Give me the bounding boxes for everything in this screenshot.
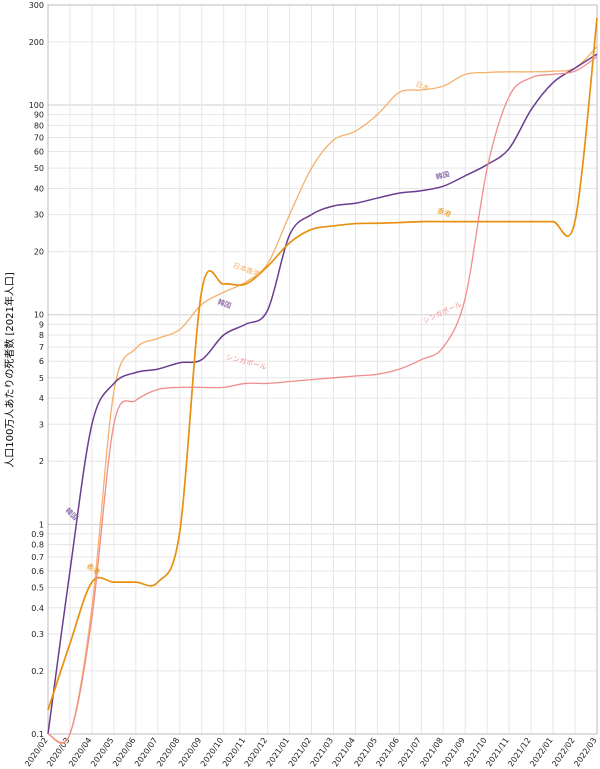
y-tick-label: 40 [34,184,44,193]
y-tick-label: 80 [34,121,44,130]
y-tick-label: 7 [39,343,44,352]
y-tick-label: 0.5 [31,583,44,592]
y-tick-label: 0.7 [31,553,44,562]
y-tick-label: 4 [39,394,44,403]
y-tick-label: 0.3 [31,630,44,639]
y-tick-label: 8 [39,331,44,340]
y-tick-label: 3 [39,420,44,429]
y-tick-label: 0.8 [31,541,44,550]
y-tick-label: 2 [39,457,44,466]
y-tick-label: 0.6 [31,567,44,576]
series-line-1 [47,53,598,735]
y-tick-label: 50 [34,164,44,173]
y-tick-label: 9 [39,320,44,329]
y-tick-label: 90 [34,111,44,120]
y-tick-label: 300 [29,1,44,10]
y-tick-label: 5 [39,374,44,383]
y-axis-label: 人口100万人あたりの死者数 [2021年人口] [3,272,16,468]
series-line-2 [47,17,598,711]
series-annotation: 香港 [436,206,452,219]
x-axis-ticks: 2020/022020/032020/042020/052020/062020/… [23,736,598,768]
y-tick-label: 0.2 [31,667,44,676]
series-lines [47,17,598,744]
y-tick-label: 70 [34,134,44,143]
plot-background [48,5,597,734]
y-tick-label: 0.1 [31,730,44,739]
grid [47,4,598,735]
y-tick-label: 6 [39,357,44,366]
plot-frame [47,4,598,735]
series-annotation: 韓国 [435,169,451,181]
y-axis-ticks: 0.1 0.2 0.3 0.4 0.5 0.6 0.7 0.8 0.91 2 3 4 5 6 7 8 910 20… [29,1,44,739]
series-line-3 [47,56,598,744]
y-tick-label: 0.9 [31,530,44,539]
y-tick-label: 60 [34,148,44,157]
y-tick-label: 30 [34,211,44,220]
series-line-0 [47,46,598,744]
y-tick-label: 10 [34,311,44,320]
y-tick-label: 0.4 [31,604,44,613]
y-tick-label: 100 [29,101,44,110]
y-tick-label: 200 [29,38,44,47]
y-tick-label: 20 [34,248,44,257]
y-tick-label: 1 [39,520,44,529]
